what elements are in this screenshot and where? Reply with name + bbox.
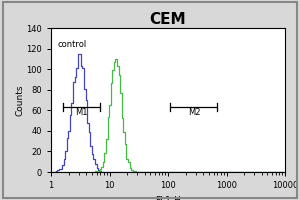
X-axis label: FL1-H: FL1-H (155, 196, 181, 200)
Text: M2: M2 (188, 108, 200, 117)
Text: control: control (58, 40, 87, 49)
Title: CEM: CEM (150, 12, 186, 27)
Text: M1: M1 (75, 108, 88, 117)
Y-axis label: Counts: Counts (16, 84, 25, 116)
